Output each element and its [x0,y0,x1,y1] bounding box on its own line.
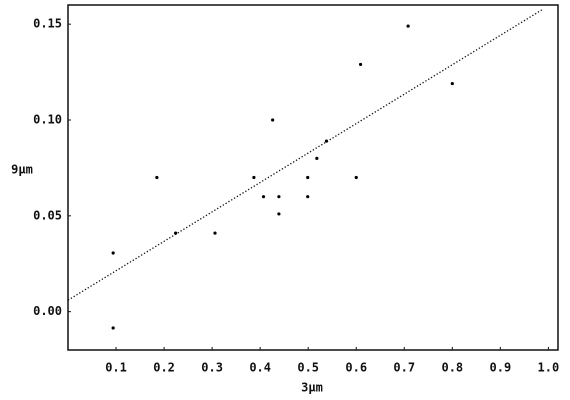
x-tick-label: 0.7 [393,361,415,375]
data-point [306,195,310,199]
x-tick-label: 0.4 [249,361,271,375]
x-tick-label: 0.8 [441,361,463,375]
x-tick-label: 0.5 [297,361,319,375]
x-tick-label: 0.6 [345,361,367,375]
data-point [261,195,266,199]
data-point [315,156,319,160]
y-tick-label: 0.10 [33,113,62,127]
y-tick-label: 0.15 [33,17,62,31]
data-point [213,231,217,235]
y-tick-label: 0.05 [33,208,62,222]
y-axis-label: 9µm [11,163,33,177]
x-tick-label: 0.2 [153,361,175,375]
x-tick-label: 0.9 [490,361,512,375]
data-point [450,81,454,86]
data-point [277,195,281,199]
data-point [306,175,310,180]
data-point [111,251,115,255]
data-point [277,212,281,216]
data-point [406,24,410,28]
data-point [324,139,329,143]
data-point [155,175,159,180]
x-tick-label: 1.0 [538,361,560,375]
x-tick-label: 0.3 [201,361,223,375]
trend-line [67,8,544,301]
x-tick-label: 0.1 [105,361,127,375]
plot-frame [67,4,559,351]
data-point [252,175,256,180]
y-tick-label: 0.00 [33,304,62,318]
data-point [271,118,275,122]
data-point [174,231,178,235]
x-axis-label: 3µm [301,381,323,395]
data-point [354,175,358,180]
data-point [111,326,115,330]
data-point [358,62,363,67]
